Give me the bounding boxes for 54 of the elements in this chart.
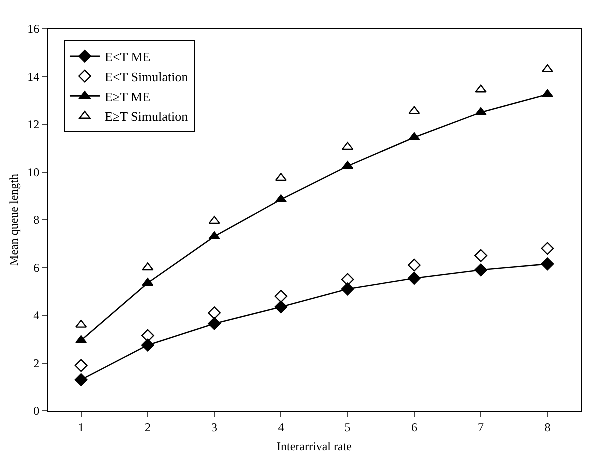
x-tick-label: 8: [544, 420, 551, 434]
point: [142, 278, 154, 286]
point: [141, 338, 154, 352]
y-tick-label: 8: [34, 213, 40, 228]
y-tick-label: 4: [34, 308, 40, 323]
legend-label: E<T ME: [104, 49, 151, 64]
x-tick-label: 2: [144, 420, 151, 434]
point: [408, 272, 421, 285]
point: [475, 84, 487, 93]
x-tick-label: 4: [278, 420, 284, 434]
point: [342, 142, 354, 150]
point: [142, 262, 154, 271]
point: [341, 273, 354, 286]
y-axis-title: Mean queue length: [6, 174, 21, 266]
point: [342, 161, 354, 170]
point: [74, 374, 88, 386]
point: [408, 258, 421, 272]
legend-label: E≥T Simulation: [104, 109, 189, 124]
x-tick-label: 6: [411, 420, 418, 434]
point: [208, 216, 220, 224]
point: [274, 300, 288, 314]
y-tick-label: 2: [34, 356, 40, 370]
y-tick-label: 14: [28, 70, 40, 84]
point: [542, 64, 554, 72]
point: [274, 290, 288, 303]
point: [474, 264, 488, 277]
point: [208, 232, 220, 240]
point: [76, 335, 88, 344]
y-tick-label: 0: [34, 404, 40, 418]
point: [275, 173, 287, 182]
point: [541, 242, 554, 256]
x-tick-label: 7: [478, 420, 484, 434]
x-tick-label: 3: [212, 420, 218, 434]
legend-label: E<T Simulation: [104, 69, 189, 84]
point: [542, 90, 554, 98]
point: [208, 306, 222, 320]
y-tick-label: 10: [28, 165, 40, 180]
point: [474, 249, 488, 262]
point: [141, 329, 154, 342]
legend-label: E≥T ME: [104, 89, 151, 104]
point: [408, 106, 420, 114]
point: [76, 320, 88, 328]
y-tick-label: 6: [34, 260, 40, 275]
x-tick-label: 5: [344, 420, 351, 434]
y-tick-label: 16: [28, 22, 40, 36]
point: [475, 107, 487, 116]
point: [275, 194, 287, 203]
point: [208, 317, 222, 330]
point: [74, 359, 88, 372]
point: [341, 282, 354, 296]
y-tick-label: 12: [28, 118, 40, 132]
x-axis-title: Interarrival rate: [277, 439, 352, 454]
x-tick-label: 1: [78, 420, 84, 434]
point: [541, 258, 554, 271]
